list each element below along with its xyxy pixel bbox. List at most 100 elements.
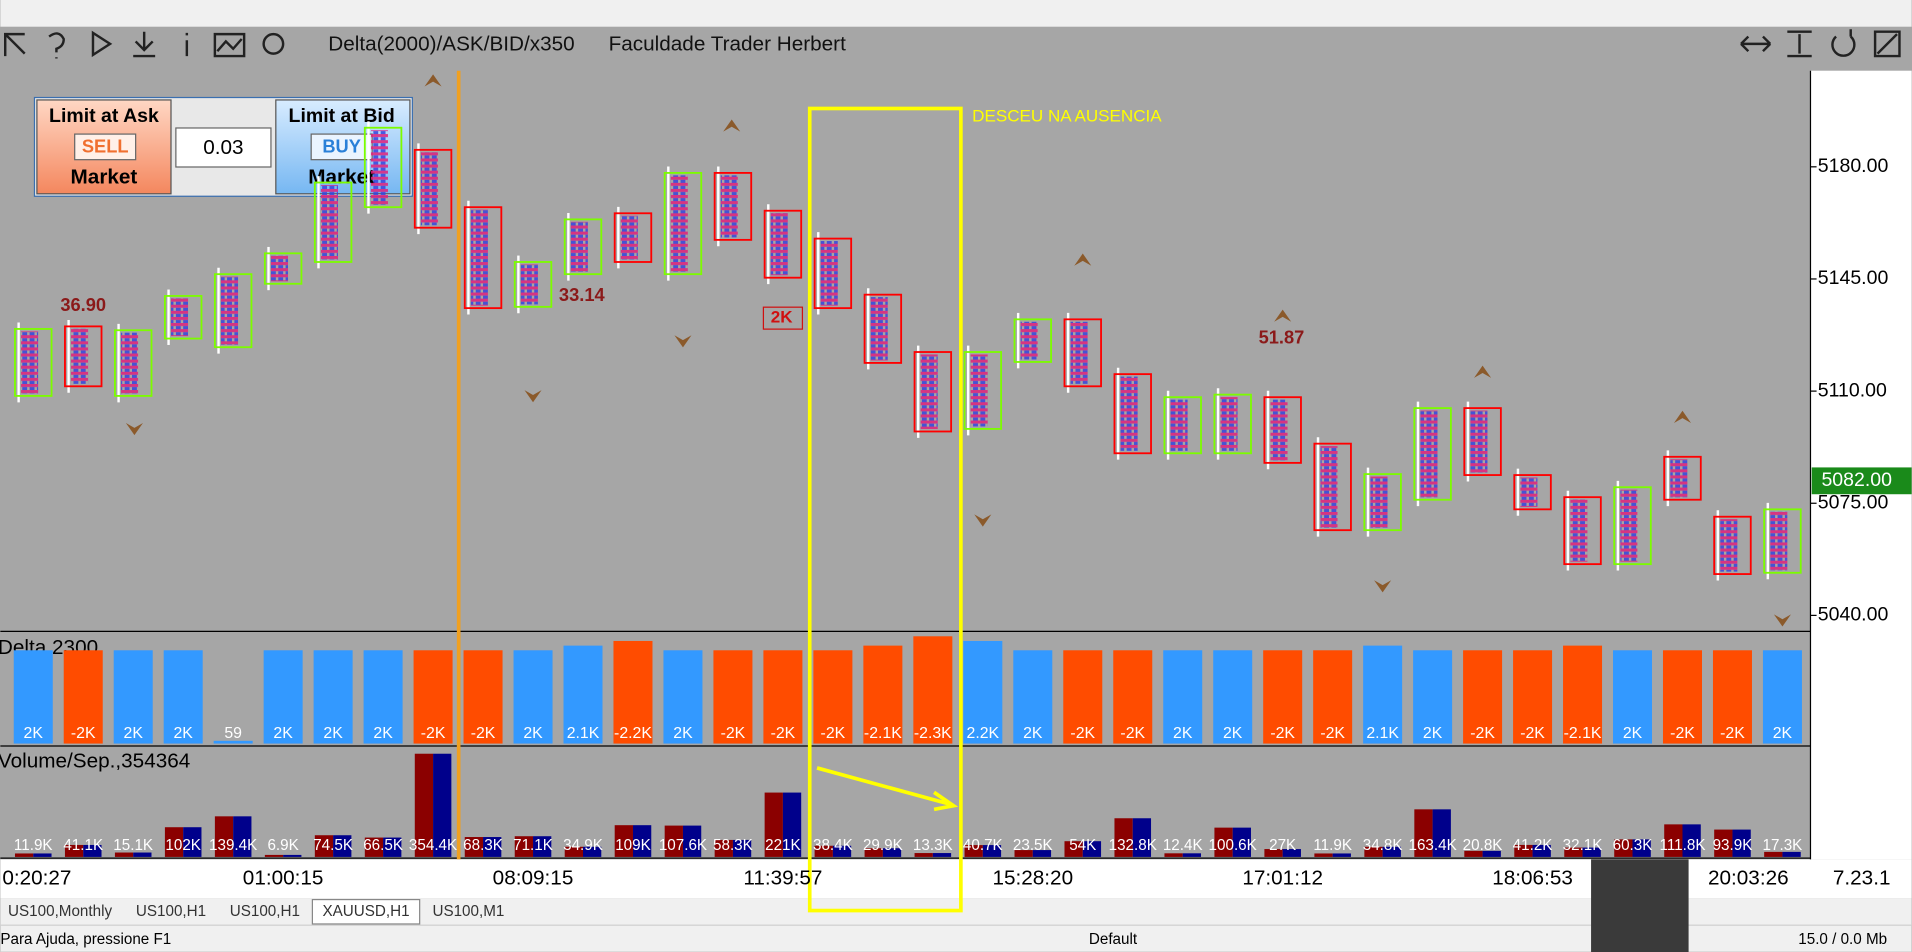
candle-body (613, 212, 653, 263)
icon-fullscreen[interactable] (1873, 30, 1901, 58)
candle-body (1213, 393, 1252, 455)
volume-bar (864, 848, 883, 857)
volume-bar (782, 792, 802, 857)
delta-bar (13, 650, 53, 744)
volume-bar (682, 825, 702, 857)
tab[interactable]: US100,H1 (230, 903, 300, 920)
x-tick-label: 18:06:53 (1492, 866, 1573, 889)
volume-bar (514, 836, 534, 857)
data-label: -2K (1720, 725, 1745, 742)
axis-corner-label: 7.23.1 (1833, 866, 1891, 889)
delta-bar (1513, 650, 1553, 744)
icon-cursor[interactable] (4, 32, 26, 57)
data-label: 102K (165, 837, 201, 854)
volume-bar (483, 837, 502, 857)
candle-body (163, 295, 203, 340)
volume-bar (464, 837, 484, 857)
signal-arrow (1673, 410, 1692, 423)
icon-autoscale[interactable] (1787, 30, 1812, 58)
data-label: 58.3K (713, 837, 753, 854)
tab[interactable]: US100,Monthly (8, 903, 112, 920)
volume-bar (932, 853, 952, 857)
candle-body (813, 237, 853, 310)
data-label: -2K (1120, 725, 1145, 742)
data-label: 29.9K (863, 837, 903, 854)
footprint (420, 152, 438, 226)
data-label: 71.1K (513, 837, 553, 854)
footprint (1520, 477, 1538, 507)
data-label: 2K (323, 725, 343, 742)
volume-bar (982, 845, 1002, 857)
volume-bar (1432, 809, 1451, 857)
volume-bar (533, 836, 552, 857)
lot-input[interactable] (175, 127, 272, 168)
data-label: 68.3K (463, 837, 503, 854)
volume-bar (632, 825, 652, 857)
data-label: -2K (1670, 725, 1695, 742)
sell-market[interactable]: Market (71, 165, 138, 188)
data-label: 354.4K (409, 837, 457, 854)
sell-label[interactable]: SELL (82, 135, 129, 156)
data-label: -2K (1470, 725, 1495, 742)
volume-bar (314, 835, 334, 857)
menu-bar (0, 0, 1912, 27)
sell-label-box (74, 133, 137, 161)
footprint (21, 331, 39, 394)
status-help: Para Ajuda, pressione F1 (0, 931, 171, 948)
delta-bar (663, 650, 703, 744)
volume-bar (583, 846, 602, 857)
lot-value[interactable]: 0.03 (203, 136, 243, 159)
delta-bar (163, 650, 203, 744)
icon-settings[interactable] (262, 32, 285, 55)
icon-help[interactable] (48, 32, 65, 59)
footprint (121, 332, 139, 394)
y-tick-label: 5145.00 (1818, 267, 1889, 289)
volume-bar (1482, 850, 1501, 857)
candle-body (863, 293, 903, 364)
icon-chart[interactable] (213, 32, 246, 58)
data-label: 107.6K (659, 837, 707, 854)
candle-body (14, 328, 53, 397)
volume-bar (1164, 853, 1183, 857)
candle-body (1063, 318, 1102, 388)
delta-bar (1313, 650, 1353, 744)
footprint (370, 130, 388, 205)
annotation: 2K (771, 308, 793, 327)
active-tab[interactable] (311, 898, 421, 925)
data-label: -2K (1270, 725, 1295, 742)
tab[interactable]: US100,H1 (136, 903, 206, 920)
highlight-box (807, 106, 963, 913)
volume-bar (714, 839, 733, 857)
volume-bar (1682, 824, 1701, 857)
candle-body (763, 209, 803, 279)
data-label: 6.9K (267, 837, 298, 854)
icon-scroll[interactable] (1740, 35, 1772, 53)
delta-bar (1463, 650, 1503, 744)
candle-body (413, 148, 453, 229)
data-label: -2K (471, 725, 496, 742)
icon-download[interactable] (133, 31, 156, 58)
footprint (1420, 410, 1438, 498)
footprint (71, 328, 89, 384)
data-label: 2K (1623, 725, 1643, 742)
data-label: -2K (821, 725, 846, 742)
delta-bar (1213, 650, 1253, 744)
footprint (1720, 519, 1738, 572)
volume-bar (1064, 841, 1083, 857)
tab[interactable]: US100,M1 (432, 903, 504, 920)
icon-play[interactable] (91, 30, 113, 58)
candle-body (363, 126, 403, 209)
volume-bar (832, 845, 852, 857)
footprint (1320, 446, 1338, 528)
delta-bar (213, 740, 253, 744)
tab[interactable]: XAUUSD,H1 (322, 903, 409, 920)
signal-arrow (424, 74, 442, 87)
icon-refresh[interactable] (1831, 29, 1856, 57)
buy-label[interactable]: BUY (322, 135, 361, 156)
x-tick-label: 17:01:12 (1242, 866, 1323, 889)
data-label: 12.4K (1163, 837, 1203, 854)
volume-bar (33, 853, 52, 857)
volume-bar (1082, 841, 1102, 857)
footprint (1270, 399, 1288, 461)
